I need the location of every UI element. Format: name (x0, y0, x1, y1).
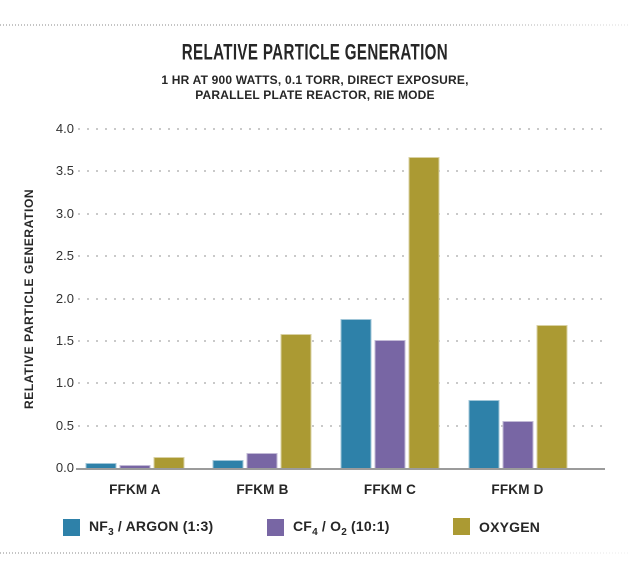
legend-item-cf4: CF4 / O2 (10:1) (267, 518, 390, 538)
legend: NF3 / ARGON (1:3) CF4 / O2 (10:1) OXYGEN (0, 518, 630, 542)
y-tick-label-0.5: 0.5 (55, 417, 74, 433)
legend-label: CF4 / O2 (10:1) (293, 518, 390, 538)
bar-nf3-ffkm-c (340, 318, 372, 468)
bar-cf4-ffkm-c (374, 340, 406, 468)
legend-swatch-icon (267, 519, 284, 537)
bar-oxygen-ffkm-a (153, 456, 185, 468)
bar-cf4-ffkm-a (119, 465, 151, 468)
y-tick-label-1.5: 1.5 (55, 332, 74, 348)
bar-cf4-ffkm-b (246, 452, 278, 468)
legend-label: NF3 / ARGON (1:3) (89, 518, 214, 538)
chart-title-text: RELATIVE PARTICLE GENERATION (181, 40, 449, 65)
chart-subtitle-line-1: 1 HR AT 900 WATTS, 0.1 TORR, DIRECT EXPO… (161, 73, 469, 87)
x-label-ffkm-d: FFKM D (491, 482, 544, 497)
y-tick-label-1.0: 1.0 (55, 375, 74, 391)
y-tick-label-0.0: 0.0 (55, 460, 74, 475)
bar-group-ffkm-a (85, 456, 185, 468)
legend-swatch-icon (63, 519, 80, 537)
gridline-4.0 (78, 128, 605, 130)
y-tick-label-2.0: 2.0 (55, 290, 74, 306)
x-axis-line (76, 468, 605, 470)
x-axis-category-labels: FFKM A FFKM B FFKM C FFKM D (78, 482, 605, 500)
bar-group-ffkm-d (468, 324, 568, 468)
chart-title: RELATIVE PARTICLE GENERATION (0, 40, 630, 65)
x-label-ffkm-c: FFKM C (363, 482, 417, 497)
legend-item-nf3: NF3 / ARGON (1:3) (63, 518, 213, 538)
chart-subtitle: 1 HR AT 900 WATTS, 0.1 TORR, DIRECT EXPO… (0, 73, 630, 103)
gridline-3.5 (78, 170, 605, 173)
plot-area (76, 128, 605, 470)
top-divider-line (0, 24, 630, 26)
y-tick-label-3.0: 3.0 (55, 205, 74, 221)
bar-group-ffkm-c (340, 156, 440, 468)
bar-oxygen-ffkm-d (536, 324, 568, 468)
bar-oxygen-ffkm-c (408, 156, 440, 468)
x-label-ffkm-b: FFKM B (236, 482, 289, 497)
gridline-2.0 (78, 297, 605, 300)
bar-oxygen-ffkm-b (280, 334, 312, 468)
bar-nf3-ffkm-a (85, 462, 117, 468)
y-tick-label-2.5: 2.5 (55, 248, 74, 264)
y-tick-label-3.5: 3.5 (55, 163, 74, 179)
legend-swatch-icon (453, 518, 470, 535)
y-tick-label-4.0: 4.0 (55, 121, 74, 136)
legend-label: OXYGEN (479, 518, 541, 535)
gridline-2.5 (78, 255, 605, 258)
gridline-3.0 (78, 212, 605, 215)
bottom-divider-line (0, 552, 630, 554)
chart-subtitle-line-2: PARALLEL PLATE REACTOR, RIE MODE (195, 88, 435, 102)
bar-cf4-ffkm-d (502, 421, 534, 468)
x-label-ffkm-a: FFKM A (109, 482, 161, 497)
bar-group-ffkm-b (212, 334, 312, 468)
bar-nf3-ffkm-b (212, 460, 244, 468)
bar-nf3-ffkm-d (468, 400, 500, 468)
legend-item-oxygen: OXYGEN (453, 518, 540, 535)
y-axis-tick-labels: 0.0 0.5 1.0 1.5 2.0 2.5 3.0 3.5 4.0 (0, 121, 74, 475)
